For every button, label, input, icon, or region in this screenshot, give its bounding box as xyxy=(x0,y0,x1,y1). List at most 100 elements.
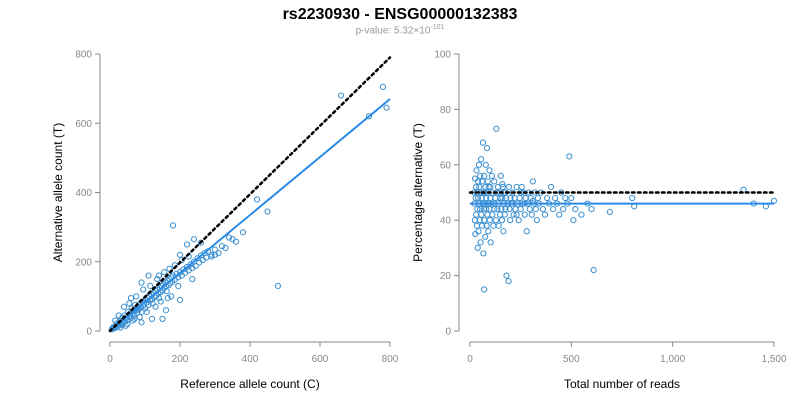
pvalue-exponent: -101 xyxy=(430,24,445,31)
data-point xyxy=(472,211,480,218)
data-point xyxy=(505,278,512,285)
data-point xyxy=(143,308,150,316)
data-point xyxy=(129,317,136,324)
data-point xyxy=(629,194,636,202)
data-point xyxy=(164,295,171,302)
data-point xyxy=(506,206,513,213)
data-point xyxy=(518,183,525,191)
data-point xyxy=(159,315,166,322)
data-point xyxy=(510,211,517,218)
data-point xyxy=(473,222,480,229)
data-point xyxy=(472,194,479,202)
data-point xyxy=(498,206,505,213)
data-point xyxy=(512,206,519,213)
data-point xyxy=(516,194,523,202)
data-point xyxy=(499,181,506,188)
data-point xyxy=(528,211,535,218)
scatter-plot-counts: 0 200 400 600 800 0 200 400 600 800 Reference alle… xyxy=(51,50,399,392)
data-point xyxy=(590,266,597,274)
data-point xyxy=(152,303,159,310)
x-tick-label: 500 xyxy=(563,354,580,365)
data-point xyxy=(481,286,488,293)
data-point xyxy=(176,296,184,303)
data-point xyxy=(532,206,539,213)
data-point xyxy=(487,183,494,191)
y-tick-label: 100 xyxy=(434,50,451,61)
data-point xyxy=(192,262,199,270)
data-point xyxy=(379,83,387,90)
data-point xyxy=(215,249,222,257)
data-point xyxy=(487,239,494,246)
data-point xyxy=(253,196,261,203)
data-point xyxy=(566,153,573,160)
data-point xyxy=(479,222,486,229)
data-point xyxy=(122,322,129,329)
data-point xyxy=(477,239,484,246)
data-point xyxy=(127,295,135,302)
data-point xyxy=(494,206,501,213)
data-point xyxy=(491,178,498,185)
data-point xyxy=(483,206,490,213)
data-point xyxy=(485,228,492,235)
data-point xyxy=(490,222,497,229)
data-point xyxy=(478,211,485,218)
data-point xyxy=(472,183,480,191)
data-point xyxy=(157,298,164,305)
chart-title: rs2230930 - ENSG00000132383 xyxy=(282,6,518,23)
data-point xyxy=(479,139,487,146)
data-point xyxy=(562,194,569,202)
y-tick-label: 40 xyxy=(440,216,452,227)
data-point xyxy=(218,243,226,250)
data-point xyxy=(521,211,528,218)
data-point xyxy=(154,275,161,283)
data-point xyxy=(488,172,495,179)
data-point xyxy=(492,194,499,202)
data-point xyxy=(503,272,510,279)
data-point xyxy=(484,178,491,185)
x-tick-label: 600 xyxy=(312,354,329,365)
data-point xyxy=(474,206,481,213)
data-point xyxy=(161,269,168,276)
data-point xyxy=(225,234,233,241)
data-point xyxy=(163,288,170,295)
data-point xyxy=(119,321,126,328)
y-tick-label: 600 xyxy=(75,119,92,130)
y-tick-label: 800 xyxy=(75,50,92,61)
data-point xyxy=(522,194,529,202)
data-point xyxy=(483,145,491,152)
data-point xyxy=(112,317,119,324)
data-point xyxy=(222,244,229,251)
data-point xyxy=(475,228,482,235)
data-point xyxy=(477,206,484,213)
pvalue-times: × xyxy=(413,25,420,37)
data-point xyxy=(472,230,479,238)
data-point xyxy=(476,183,483,191)
data-point xyxy=(478,156,485,163)
data-point xyxy=(168,293,175,300)
reference-line xyxy=(108,56,392,333)
data-point xyxy=(131,315,138,322)
data-point xyxy=(480,250,487,257)
data-point xyxy=(175,282,182,290)
data-point xyxy=(162,307,170,314)
data-point xyxy=(115,312,122,319)
data-point xyxy=(529,178,536,185)
x-tick-label: 800 xyxy=(382,354,399,365)
data-point xyxy=(588,206,595,213)
data-point xyxy=(189,275,196,283)
data-point xyxy=(543,194,551,202)
data-point xyxy=(138,279,145,286)
data-point xyxy=(264,208,271,215)
data-point xyxy=(498,217,506,224)
data-point xyxy=(497,172,504,179)
data-point xyxy=(606,208,613,215)
pvalue-prefix: p-value: 5.32 xyxy=(355,25,414,37)
data-point xyxy=(155,272,163,279)
data-point xyxy=(513,183,520,191)
data-point xyxy=(507,194,514,202)
data-point xyxy=(169,222,177,229)
data-point xyxy=(505,183,513,191)
data-point xyxy=(383,104,390,111)
data-point xyxy=(120,303,128,310)
